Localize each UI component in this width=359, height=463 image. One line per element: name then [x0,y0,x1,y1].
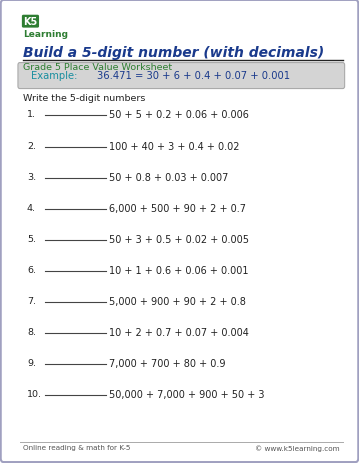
Text: © www.k5learning.com: © www.k5learning.com [255,444,339,451]
Text: 100 + 40 + 3 + 0.4 + 0.02: 100 + 40 + 3 + 0.4 + 0.02 [109,141,240,151]
Text: 10 + 1 + 0.6 + 0.06 + 0.001: 10 + 1 + 0.6 + 0.06 + 0.001 [109,265,249,275]
Text: 5.: 5. [27,234,36,243]
Text: 50 + 3 + 0.5 + 0.02 + 0.005: 50 + 3 + 0.5 + 0.02 + 0.005 [109,234,250,244]
Text: 36.471 = 30 + 6 + 0.4 + 0.07 + 0.001: 36.471 = 30 + 6 + 0.4 + 0.07 + 0.001 [97,71,290,81]
Text: 50,000 + 7,000 + 900 + 50 + 3: 50,000 + 7,000 + 900 + 50 + 3 [109,389,265,400]
Text: Grade 5 Place Value Worksheet: Grade 5 Place Value Worksheet [23,63,172,72]
Text: 6.: 6. [27,265,36,274]
Text: 2.: 2. [27,141,36,150]
FancyBboxPatch shape [18,63,345,89]
Text: Example:: Example: [31,71,77,81]
Text: 50 + 5 + 0.2 + 0.06 + 0.006: 50 + 5 + 0.2 + 0.06 + 0.006 [109,110,250,120]
Text: 7,000 + 700 + 80 + 0.9: 7,000 + 700 + 80 + 0.9 [109,358,226,369]
Text: 50 + 0.8 + 0.03 + 0.007: 50 + 0.8 + 0.03 + 0.007 [109,172,229,182]
Text: 7.: 7. [27,296,36,305]
Text: K5: K5 [23,17,38,27]
Text: 3.: 3. [27,172,36,181]
Text: Learning: Learning [23,30,68,39]
Text: 9.: 9. [27,358,36,367]
Text: Online reading & math for K-5: Online reading & math for K-5 [23,444,131,450]
Text: 10 + 2 + 0.7 + 0.07 + 0.004: 10 + 2 + 0.7 + 0.07 + 0.004 [109,327,250,338]
Text: Build a 5-digit number (with decimals): Build a 5-digit number (with decimals) [23,46,325,60]
Text: 5,000 + 900 + 90 + 2 + 0.8: 5,000 + 900 + 90 + 2 + 0.8 [109,296,246,307]
Text: 6,000 + 500 + 90 + 2 + 0.7: 6,000 + 500 + 90 + 2 + 0.7 [109,203,247,213]
Text: Write the 5-digit numbers: Write the 5-digit numbers [23,94,146,102]
Text: 4.: 4. [27,203,36,212]
Text: 1.: 1. [27,110,36,119]
Text: 10.: 10. [27,389,42,398]
Text: 8.: 8. [27,327,36,336]
